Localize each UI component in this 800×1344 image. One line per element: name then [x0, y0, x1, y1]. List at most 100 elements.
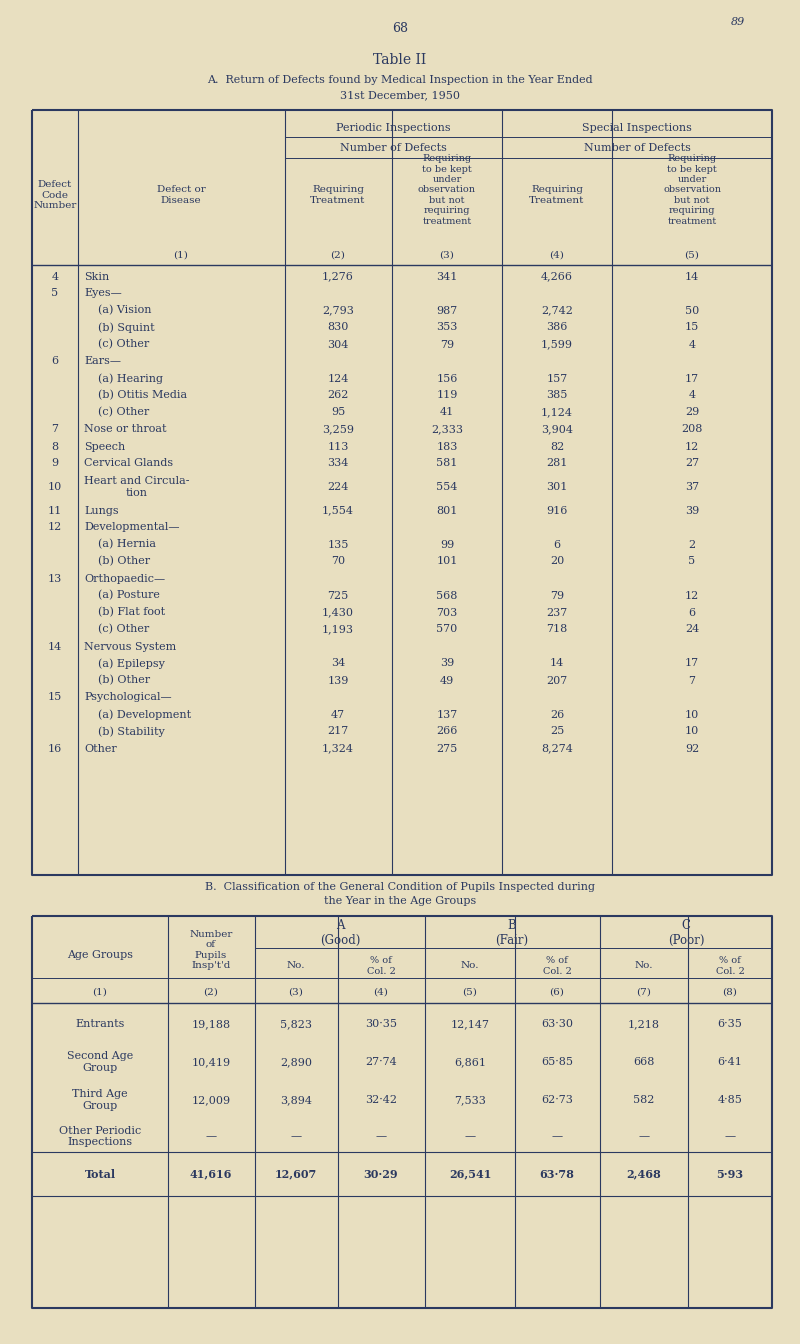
- Text: 7,533: 7,533: [454, 1095, 486, 1105]
- Text: 275: 275: [436, 743, 458, 754]
- Text: (a) Hearing: (a) Hearing: [98, 374, 163, 384]
- Text: 16: 16: [48, 743, 62, 754]
- Text: 9: 9: [51, 458, 58, 469]
- Text: 135: 135: [327, 539, 349, 550]
- Text: 31st December, 1950: 31st December, 1950: [340, 90, 460, 99]
- Text: (3): (3): [439, 250, 454, 259]
- Text: 92: 92: [685, 743, 699, 754]
- Text: 24: 24: [685, 625, 699, 634]
- Text: 801: 801: [436, 505, 458, 516]
- Text: C
(Poor): C (Poor): [668, 919, 704, 948]
- Text: B.  Classification of the General Condition of Pupils Inspected during: B. Classification of the General Conditi…: [205, 882, 595, 892]
- Text: 39: 39: [440, 659, 454, 668]
- Text: 8,274: 8,274: [541, 743, 573, 754]
- Text: 119: 119: [436, 391, 458, 401]
- Text: 582: 582: [634, 1095, 654, 1105]
- Text: 15: 15: [48, 692, 62, 703]
- Text: (b) Other: (b) Other: [98, 675, 150, 685]
- Text: 32·42: 32·42: [365, 1095, 397, 1105]
- Text: 6·41: 6·41: [718, 1056, 742, 1067]
- Text: Number
of
Pupils
Insp't'd: Number of Pupils Insp't'd: [190, 930, 233, 970]
- Text: 4: 4: [51, 271, 58, 281]
- Text: (5): (5): [462, 988, 478, 996]
- Text: Eyes—: Eyes—: [84, 289, 122, 298]
- Text: 386: 386: [546, 323, 568, 332]
- Text: 4: 4: [689, 340, 695, 349]
- Text: 49: 49: [440, 676, 454, 685]
- Text: 139: 139: [327, 676, 349, 685]
- Text: (8): (8): [722, 988, 738, 996]
- Text: 341: 341: [436, 271, 458, 281]
- Text: 6: 6: [689, 607, 695, 617]
- Text: B
(Fair): B (Fair): [495, 919, 529, 948]
- Text: 217: 217: [327, 727, 349, 737]
- Text: A.  Return of Defects found by Medical Inspection in the Year Ended: A. Return of Defects found by Medical In…: [207, 75, 593, 85]
- Text: 830: 830: [327, 323, 349, 332]
- Text: 1,218: 1,218: [628, 1019, 660, 1030]
- Text: (5): (5): [685, 250, 699, 259]
- Text: 6: 6: [554, 539, 561, 550]
- Text: 13: 13: [48, 574, 62, 583]
- Text: Nose or throat: Nose or throat: [84, 425, 166, 434]
- Text: Second Age
Group: Second Age Group: [67, 1051, 133, 1073]
- Text: 17: 17: [685, 659, 699, 668]
- Text: 4,266: 4,266: [541, 271, 573, 281]
- Text: 10,419: 10,419: [191, 1056, 230, 1067]
- Text: (b) Flat foot: (b) Flat foot: [98, 607, 165, 618]
- Text: 3,894: 3,894: [280, 1095, 312, 1105]
- Text: Table II: Table II: [374, 52, 426, 67]
- Text: (b) Other: (b) Other: [98, 556, 150, 567]
- Text: 1,599: 1,599: [541, 340, 573, 349]
- Text: 7: 7: [51, 425, 58, 434]
- Text: 65·85: 65·85: [541, 1056, 573, 1067]
- Text: Skin: Skin: [84, 271, 110, 281]
- Text: No.: No.: [286, 961, 306, 970]
- Text: 725: 725: [327, 590, 349, 601]
- Text: (4): (4): [550, 250, 565, 259]
- Text: Third Age
Group: Third Age Group: [72, 1089, 128, 1110]
- Text: 581: 581: [436, 458, 458, 469]
- Text: 1,324: 1,324: [322, 743, 354, 754]
- Text: (c) Other: (c) Other: [98, 407, 150, 418]
- Text: 301: 301: [546, 482, 568, 492]
- Text: 1,554: 1,554: [322, 505, 354, 516]
- Text: 27: 27: [685, 458, 699, 469]
- Text: % of
Col. 2: % of Col. 2: [542, 957, 571, 976]
- Text: 5,823: 5,823: [280, 1019, 312, 1030]
- Text: Requiring
to be kept
under
observation
but not
requiring
treatment: Requiring to be kept under observation b…: [418, 155, 476, 226]
- Text: 12,607: 12,607: [275, 1168, 317, 1180]
- Text: Orthopaedic—: Orthopaedic—: [84, 574, 165, 583]
- Text: 50: 50: [685, 305, 699, 316]
- Text: 79: 79: [550, 590, 564, 601]
- Text: 12,147: 12,147: [450, 1019, 490, 1030]
- Text: Speech: Speech: [84, 441, 126, 452]
- Text: 113: 113: [327, 441, 349, 452]
- Text: 237: 237: [546, 607, 568, 617]
- Text: 30·35: 30·35: [365, 1019, 397, 1030]
- Text: 25: 25: [550, 727, 564, 737]
- Text: 68: 68: [392, 22, 408, 35]
- Text: 385: 385: [546, 391, 568, 401]
- Text: 987: 987: [436, 305, 458, 316]
- Text: Requiring
to be kept
under
observation
but not
requiring
treatment: Requiring to be kept under observation b…: [663, 155, 721, 226]
- Text: 1,193: 1,193: [322, 625, 354, 634]
- Text: 27·74: 27·74: [365, 1056, 397, 1067]
- Text: 82: 82: [550, 441, 564, 452]
- Text: 703: 703: [436, 607, 458, 617]
- Text: (a) Posture: (a) Posture: [98, 590, 160, 601]
- Text: 34: 34: [331, 659, 345, 668]
- Text: Psychological—: Psychological—: [84, 692, 172, 703]
- Text: 570: 570: [436, 625, 458, 634]
- Text: 262: 262: [327, 391, 349, 401]
- Text: 4·85: 4·85: [718, 1095, 742, 1105]
- Text: 156: 156: [436, 374, 458, 383]
- Text: 63·78: 63·78: [539, 1168, 574, 1180]
- Text: 6·35: 6·35: [718, 1019, 742, 1030]
- Text: (b) Otitis Media: (b) Otitis Media: [98, 390, 187, 401]
- Text: 718: 718: [546, 625, 568, 634]
- Text: 10: 10: [685, 727, 699, 737]
- Text: 89: 89: [731, 17, 745, 27]
- Text: 20: 20: [550, 556, 564, 567]
- Text: 554: 554: [436, 482, 458, 492]
- Text: —: —: [206, 1132, 217, 1141]
